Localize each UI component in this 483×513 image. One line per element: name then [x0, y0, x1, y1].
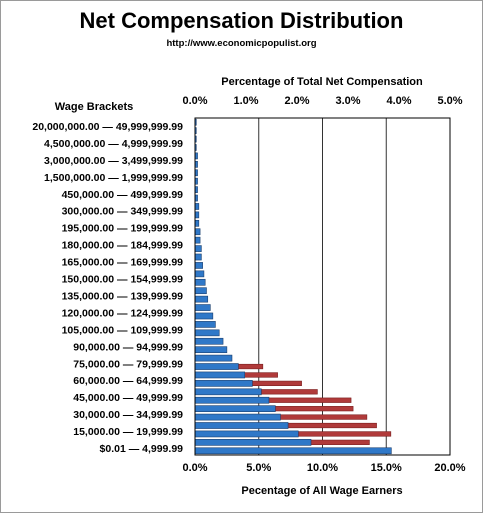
wage-earner-bar — [194, 236, 201, 244]
wage-earner-bar — [194, 211, 200, 219]
category-label: 30,000.00 — 34,999.99 — [73, 409, 183, 421]
wage-earner-bar — [194, 439, 312, 446]
wage-earner-bar — [194, 405, 276, 412]
plot-border — [194, 117, 451, 456]
axes: 0.0% 5.0% 10.0% 15.0% 20.0% 0.0% 1.0% 2.0% 3.0% 4… — [182, 95, 465, 474]
category-label: 90,000.00 — 94,999.99 — [73, 341, 183, 353]
wage-earner-bar — [194, 312, 214, 320]
category-label: 105,000.00 — 109,999.99 — [62, 324, 184, 336]
wage-earner-bar — [194, 447, 392, 455]
wage-earner-bar — [194, 422, 289, 429]
wage-earner-bar — [194, 228, 201, 236]
wage-earner-bar — [194, 388, 262, 396]
top-tick-label: 4.0% — [386, 95, 411, 107]
category-label: 4,500,000.00 — 4,999,999.99 — [44, 138, 183, 150]
bottom-tick-label: 15.0% — [371, 462, 402, 474]
category-label: 1,500,000.00 — 1,999,999.99 — [44, 172, 183, 184]
wage-earner-bar — [194, 304, 211, 311]
category-label: 20,000,000.00 — 49,999,999.99 — [32, 121, 183, 133]
category-label: 135,000.00 — 139,999.99 — [62, 290, 184, 302]
wage-earner-bar — [194, 380, 253, 387]
wage-earner-bar — [194, 396, 270, 404]
wage-earner-bar — [194, 430, 299, 438]
wage-earner-bar — [194, 354, 233, 362]
top-tick-label: 2.0% — [284, 95, 309, 107]
category-label: 150,000.00 — 154,999.99 — [62, 274, 184, 286]
category-label: 180,000.00 — 184,999.99 — [62, 240, 184, 252]
top-tick-label: 3.0% — [335, 95, 360, 107]
top-axis-label: Percentage of Total Net Compensation — [221, 76, 423, 88]
bottom-tick-label: 20.0% — [434, 462, 465, 474]
top-tick-label: 0.0% — [182, 95, 207, 107]
wage-earner-bar — [194, 413, 281, 421]
category-label: $0.01 — 4,999.99 — [100, 443, 184, 455]
wage-earner-bar — [194, 321, 216, 328]
category-label: 3,000,000.00 — 3,499,999.99 — [44, 155, 183, 167]
category-label: 15,000.00 — 19,999.99 — [73, 426, 183, 438]
category-label: 75,000.00 — 79,999.99 — [73, 358, 183, 370]
top-tick-label: 5.0% — [437, 95, 462, 107]
category-label: 120,000.00 — 124,999.99 — [62, 307, 184, 319]
category-label: 60,000.00 — 64,999.99 — [73, 375, 183, 387]
y-axis-label: Wage Brackets — [55, 101, 133, 113]
wage-earner-bar — [194, 203, 200, 210]
bottom-tick-label: 0.0% — [182, 462, 207, 474]
gridlines — [258, 118, 387, 455]
wage-earner-bar — [194, 219, 200, 227]
wage-earner-bar — [194, 245, 202, 252]
wage-earner-bar — [194, 278, 206, 286]
wage-earner-bar — [194, 346, 228, 354]
wage-earner-bar — [194, 337, 224, 345]
wage-earner-bar — [194, 295, 209, 303]
category-label: 165,000.00 — 169,999.99 — [62, 257, 184, 269]
wage-earner-bar — [194, 363, 239, 370]
chart-title: Net Compensation Distribution — [79, 8, 404, 33]
category-label: 450,000.00 — 499,999.99 — [62, 189, 184, 201]
category-label: 300,000.00 — 349,999.99 — [62, 206, 184, 218]
bottom-tick-label: 5.0% — [246, 462, 271, 474]
bottom-axis-label: Pecentage of All Wage Earners — [241, 485, 402, 497]
wage-earner-bar — [194, 270, 205, 278]
category-label: 195,000.00 — 199,999.99 — [62, 223, 184, 235]
chart-subtitle: http://www.economicpopulist.org — [166, 38, 317, 49]
top-tick-label: 1.0% — [233, 95, 258, 107]
wage-earner-bar — [194, 371, 246, 379]
wage-earner-bar — [194, 253, 202, 261]
category-label: 45,000.00 — 49,999.99 — [73, 392, 183, 404]
wage-earner-bar — [194, 262, 203, 269]
category-labels: 20,000,000.00 — 49,999,999.99 4,500,000.0… — [32, 121, 183, 455]
wage-earner-bar — [194, 287, 207, 295]
wage-earner-bars — [194, 118, 392, 455]
bottom-tick-label: 10.0% — [307, 462, 338, 474]
compensation-bars — [194, 355, 392, 454]
wage-earner-bar — [194, 329, 220, 337]
